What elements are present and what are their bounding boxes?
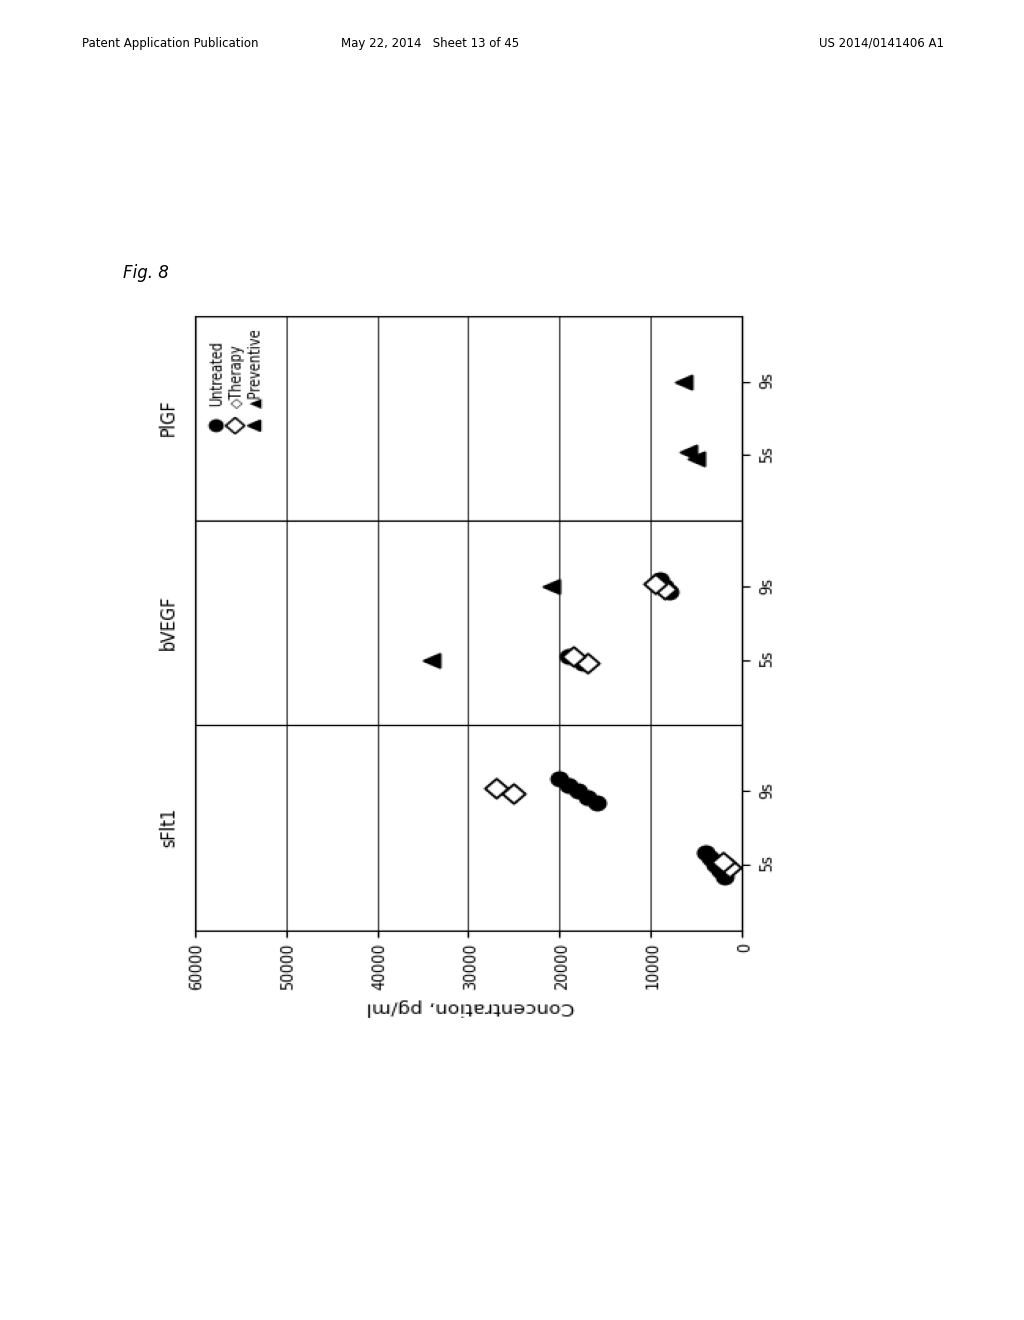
Text: May 22, 2014   Sheet 13 of 45: May 22, 2014 Sheet 13 of 45 xyxy=(341,37,519,50)
Text: US 2014/0141406 A1: US 2014/0141406 A1 xyxy=(819,37,944,50)
Text: Patent Application Publication: Patent Application Publication xyxy=(82,37,258,50)
Text: Fig. 8: Fig. 8 xyxy=(123,264,169,282)
